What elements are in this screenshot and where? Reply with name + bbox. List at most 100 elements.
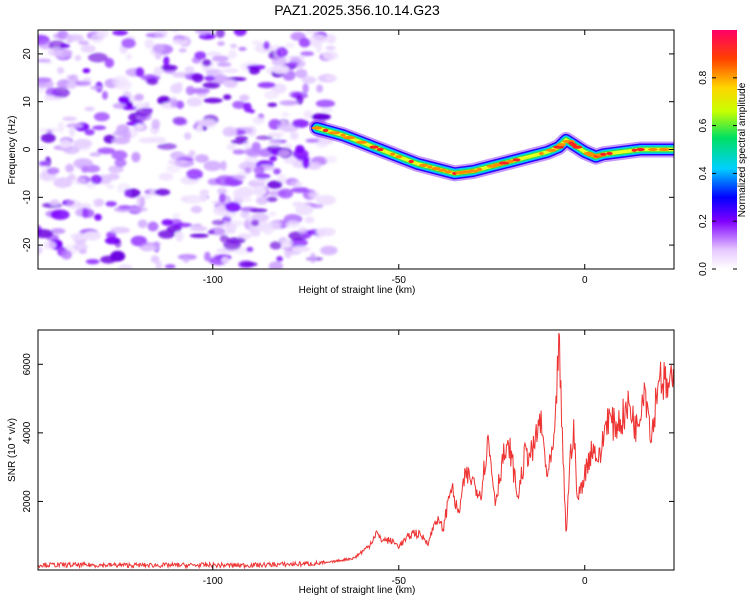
noise-blob — [186, 97, 203, 107]
noise-blob — [199, 30, 208, 36]
y-tick-label: -20 — [22, 237, 33, 252]
ridge-peak — [476, 167, 483, 171]
noise-blob — [38, 77, 52, 83]
y-tick-label: 2000 — [22, 490, 33, 513]
x-tick-label: -100 — [203, 576, 223, 587]
noise-blob — [102, 91, 108, 100]
noise-blob — [57, 121, 65, 133]
noise-blob — [253, 165, 265, 175]
ridge-peak — [570, 143, 577, 147]
spectrogram-heatmap — [38, 30, 674, 269]
ridge-peak — [343, 136, 356, 140]
ridge-peak — [506, 159, 514, 164]
ridge-peak — [546, 148, 557, 152]
noise-blob — [57, 30, 69, 40]
colorbar-tick-label: 0.0 — [698, 262, 709, 276]
noise-blob — [78, 40, 90, 45]
noise-blob — [95, 198, 105, 207]
noise-blob — [146, 77, 158, 86]
noise-blob — [226, 143, 237, 151]
noise-blob — [248, 109, 255, 114]
noise-blob — [172, 213, 181, 218]
noise-blob — [178, 48, 187, 53]
ridge-peak — [419, 163, 429, 167]
noise-blob — [244, 147, 260, 156]
ridge-peak — [369, 145, 379, 149]
ridge-band — [308, 120, 674, 182]
noise-blob — [220, 160, 227, 171]
noise-blob — [73, 242, 88, 251]
noise-blob — [248, 66, 260, 75]
noise-blobs — [38, 30, 339, 269]
noise-blob — [325, 46, 336, 50]
noise-blob — [268, 261, 283, 269]
noise-blob — [135, 67, 145, 78]
noise-blob — [223, 68, 239, 74]
noise-blob — [104, 57, 115, 68]
noise-blob — [194, 51, 207, 60]
noise-blob — [112, 130, 131, 137]
noise-blob — [202, 82, 221, 89]
noise-blob — [80, 44, 96, 53]
colorbar-gradient — [712, 30, 737, 269]
noise-blob — [267, 132, 285, 137]
noise-blob — [171, 30, 179, 33]
colorbar-label: Normalized spectral amplitude — [737, 82, 748, 217]
noise-blob — [223, 94, 232, 100]
noise-blob — [212, 55, 229, 62]
noise-blob — [255, 196, 269, 205]
noise-blob — [89, 152, 102, 157]
noise-blob — [155, 260, 163, 269]
noise-blob — [69, 126, 76, 138]
noise-blob — [188, 150, 196, 157]
noise-blob — [50, 209, 70, 220]
noise-blob — [73, 158, 93, 169]
noise-blob — [111, 150, 128, 160]
noise-blob — [291, 246, 311, 253]
ridge-peak — [408, 159, 414, 164]
noise-blob — [50, 228, 66, 235]
noise-blob — [192, 73, 204, 83]
noise-blob — [135, 107, 153, 117]
noise-blob — [238, 161, 257, 171]
noise-blob — [298, 227, 308, 234]
ridge-peak — [538, 151, 544, 156]
noise-blob — [228, 49, 237, 60]
noise-blob — [163, 55, 170, 67]
noise-blob — [284, 248, 292, 259]
noise-blob — [270, 219, 282, 230]
x-tick-label: -100 — [203, 275, 223, 286]
noise-blob — [38, 245, 43, 255]
noise-blob — [38, 144, 47, 151]
noise-blob — [62, 116, 77, 122]
noise-blob — [303, 110, 313, 119]
noise-blob — [114, 158, 127, 168]
noise-blob — [300, 51, 315, 57]
noise-blob — [118, 205, 132, 210]
noise-blob — [134, 102, 148, 109]
noise-blob — [124, 189, 132, 198]
ridge-peak — [389, 152, 396, 156]
noise-blob — [154, 30, 168, 39]
noise-blob — [249, 208, 268, 213]
noise-blob — [309, 252, 316, 264]
noise-blob — [194, 154, 209, 163]
noise-blob — [284, 143, 293, 149]
noise-blob — [252, 116, 265, 125]
spectrogram-xlabel: Height of straight line (km) — [299, 285, 416, 296]
noise-blob — [232, 149, 245, 155]
noise-blob — [110, 250, 126, 262]
ridge-peak — [444, 170, 452, 174]
noise-blob — [196, 124, 204, 133]
noise-blob — [233, 30, 247, 37]
noise-blob — [38, 229, 53, 239]
noise-blob — [154, 188, 171, 196]
noise-blob — [309, 34, 328, 45]
snr-axes: -100 -50 0 2000 4000 6000 — [22, 330, 674, 587]
noise-blob — [170, 100, 178, 108]
noise-blob — [325, 33, 337, 44]
noise-blob — [259, 221, 273, 231]
noise-blob — [223, 79, 237, 88]
ridge-peak — [600, 152, 607, 156]
ridge-peak — [311, 126, 323, 130]
